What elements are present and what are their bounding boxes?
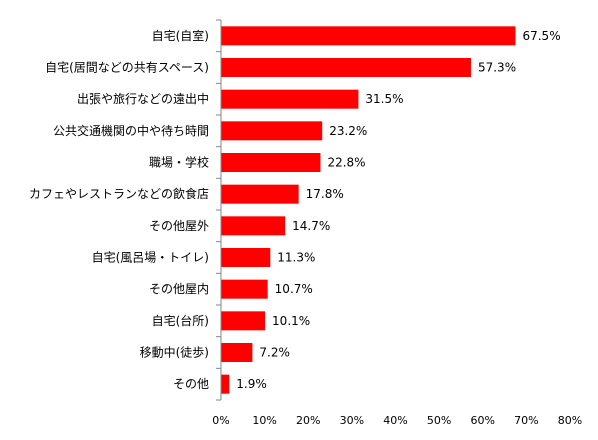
x-tick-label: 10% [252, 414, 276, 427]
category-label: 自宅(台所) [152, 313, 209, 328]
data-label: 7.2% [259, 346, 290, 360]
data-label: 11.3% [277, 251, 315, 265]
category-label: 自宅(自室) [152, 28, 209, 43]
x-tick-label: 70% [514, 414, 538, 427]
bar [221, 216, 286, 236]
bar [221, 311, 266, 331]
axes-group [216, 19, 222, 401]
x-tick-label: 60% [471, 414, 495, 427]
bar [221, 121, 323, 141]
bar [221, 89, 359, 109]
category-label: その他 [173, 377, 209, 391]
x-tick-label: 20% [296, 414, 320, 427]
tick-labels-group: 0% 10% 20% 30% 40% 50% 60% 70% 80% [212, 414, 582, 427]
data-label: 14.7% [292, 219, 330, 233]
data-label: 1.9% [236, 377, 267, 391]
data-label: 10.7% [275, 282, 313, 296]
data-label: 31.5% [365, 92, 403, 106]
category-label: カフェやレストランなどの飲食店 [29, 186, 209, 201]
bar [221, 184, 299, 204]
category-label: 自宅(居間などの共有スペース) [45, 60, 209, 75]
data-label: 67.5% [522, 29, 560, 43]
data-label: 17.8% [306, 187, 344, 201]
category-label: 公共交通機関の中や待ち時間 [53, 123, 209, 138]
x-tick-label: 30% [340, 414, 364, 427]
value-labels-group: 67.5% 57.3% 31.5% 23.2% 22.8% 17.8% 14.7% 11.3%… [236, 29, 560, 391]
category-label: その他屋外 [149, 219, 209, 233]
x-tick-label: 50% [427, 414, 451, 427]
category-labels-group: 自宅(自室) 自宅(居間などの共有スペース) 出張や旅行などの遠出中公共交通機関の中… [29, 28, 209, 391]
bar [221, 343, 253, 362]
data-label: 23.2% [329, 124, 367, 138]
category-label: 自宅(風呂場・トイレ) [92, 250, 209, 265]
data-label: 57.3% [478, 61, 516, 75]
category-label: 職場・学校 [149, 155, 209, 170]
bar [221, 374, 230, 394]
x-tick-label: 80% [558, 414, 582, 427]
data-label: 10.1% [272, 314, 310, 328]
bar [221, 58, 471, 77]
x-tick-label: 0% [212, 414, 229, 427]
bar [221, 153, 321, 172]
bar [221, 279, 268, 299]
x-tick-label: 40% [383, 414, 407, 427]
bar [221, 26, 516, 46]
data-label: 22.8% [327, 156, 365, 170]
category-label: 移動中(徒歩) [140, 345, 209, 360]
bar [221, 248, 271, 267]
category-label: 出張や旅行などの遠出中 [77, 91, 209, 106]
bars-group [221, 26, 516, 394]
category-label: その他屋内 [149, 282, 209, 296]
